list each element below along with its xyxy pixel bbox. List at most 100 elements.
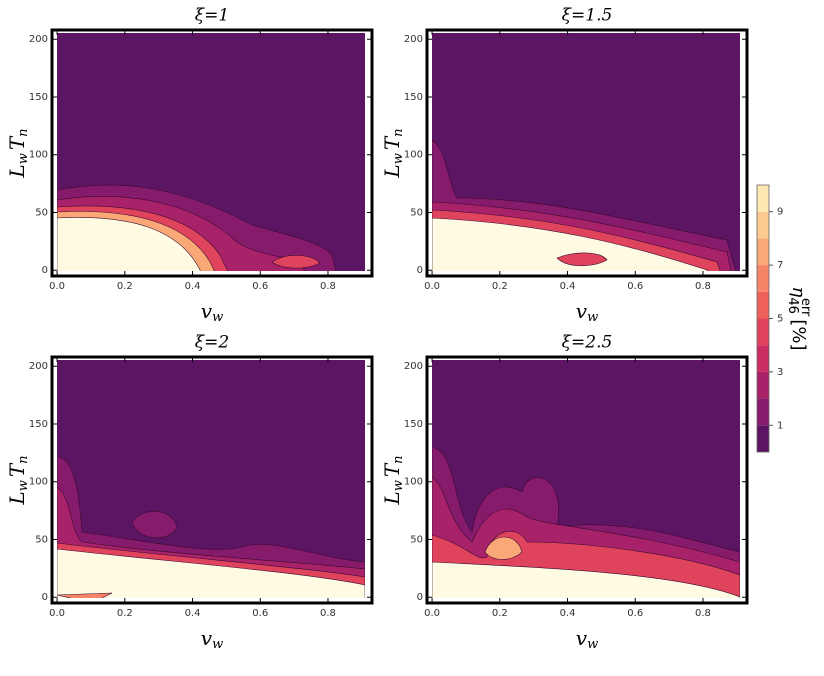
y-label-b-sub: n — [391, 128, 406, 136]
colorbar-band — [757, 318, 769, 346]
colorbar-band — [757, 371, 769, 399]
contour-fill — [57, 33, 365, 271]
y-label-a-sub: w — [391, 480, 406, 491]
colorbar-label-main: η — [788, 287, 809, 298]
colorbar-label-sup: err — [799, 298, 814, 317]
panel-title: ξ=1.5 — [562, 6, 613, 26]
x-axis-label: vw — [201, 626, 223, 652]
x-tick-label: 0.4 — [185, 281, 201, 292]
x-tick-label: 0.2 — [117, 281, 133, 292]
y-axis-label: LwTn — [380, 455, 406, 505]
y-tick-label: 150 — [404, 419, 423, 430]
y-axis-label: LwTn — [380, 128, 406, 178]
y-tick-label: 150 — [29, 92, 48, 103]
y-tick-label: 200 — [29, 34, 48, 45]
colorbar-tick-label: 3 — [777, 367, 783, 378]
y-tick-label: 50 — [410, 534, 423, 545]
x-label-main: v — [201, 626, 213, 650]
colorbar-label-unit: [%] — [788, 319, 809, 350]
colorbar-band — [757, 291, 769, 319]
y-label-b: T — [5, 135, 29, 150]
x-tick-label: 0.0 — [49, 608, 65, 619]
y-tick-label: 150 — [404, 92, 423, 103]
x-axis-label: vw — [576, 299, 598, 325]
y-label-b: T — [380, 135, 404, 150]
contour-fill — [432, 33, 740, 271]
y-label-b: T — [380, 462, 404, 477]
y-tick-label: 0 — [42, 592, 48, 603]
y-label-b-sub: n — [16, 455, 31, 463]
x-label-sub: w — [587, 310, 598, 325]
x-tick-label: 0.0 — [49, 281, 65, 292]
y-tick-label: 0 — [417, 265, 423, 276]
x-tick-label: 0.2 — [117, 608, 133, 619]
frame — [50, 355, 374, 605]
x-label-sub: w — [587, 637, 598, 652]
panel-title: ξ=2.5 — [562, 333, 613, 353]
x-tick-label: 0.6 — [627, 608, 643, 619]
x-tick-label: 0.6 — [627, 281, 643, 292]
y-tick-label: 150 — [29, 419, 48, 430]
colorbar-tick-label: 5 — [777, 314, 783, 325]
frame — [425, 28, 749, 278]
x-axis-label: vw — [576, 626, 598, 652]
frame — [50, 28, 374, 278]
y-axis-label: LwTn — [5, 455, 31, 505]
colorbar-band — [757, 238, 769, 266]
colorbar-tick-label: 1 — [777, 420, 783, 431]
frame — [425, 355, 749, 605]
y-tick-label: 0 — [42, 265, 48, 276]
x-tick-label: 0.0 — [424, 608, 440, 619]
y-label-b: T — [5, 462, 29, 477]
y-label-a: L — [380, 164, 404, 178]
colorbar-band — [757, 211, 769, 239]
x-tick-label: 0.0 — [424, 281, 440, 292]
x-tick-label: 0.8 — [320, 281, 336, 292]
x-tick-label: 0.4 — [185, 608, 201, 619]
y-label-a-sub: w — [391, 153, 406, 164]
y-tick-label: 100 — [404, 150, 423, 161]
colorbar-label-sub: 46 — [786, 297, 801, 314]
x-tick-label: 0.6 — [252, 281, 268, 292]
y-tick-label: 200 — [404, 34, 423, 45]
colorbar-label: η46err [%] — [786, 287, 814, 351]
y-label-a-sub: w — [16, 153, 31, 164]
y-tick-label: 100 — [404, 477, 423, 488]
y-tick-label: 50 — [35, 207, 48, 218]
y-label-b-sub: n — [391, 455, 406, 463]
y-tick-label: 200 — [404, 361, 423, 372]
y-label-a: L — [380, 491, 404, 505]
colorbar-band — [757, 398, 769, 426]
x-tick-label: 0.8 — [695, 281, 711, 292]
x-tick-label: 0.4 — [560, 608, 576, 619]
x-label-main: v — [576, 626, 588, 650]
x-label-main: v — [201, 299, 213, 323]
y-tick-label: 100 — [29, 477, 48, 488]
y-tick-label: 0 — [417, 592, 423, 603]
x-tick-label: 0.4 — [560, 281, 576, 292]
y-label-b-sub: n — [16, 128, 31, 136]
x-label-sub: w — [212, 310, 223, 325]
panel-title: ξ=1 — [195, 6, 229, 26]
colorbar-band — [757, 345, 769, 372]
x-label-sub: w — [212, 637, 223, 652]
x-tick-label: 0.2 — [492, 608, 508, 619]
x-tick-label: 0.6 — [252, 608, 268, 619]
x-tick-label: 0.8 — [320, 608, 336, 619]
x-axis-label: vw — [201, 299, 223, 325]
colorbar-band — [757, 425, 769, 452]
colorbar-band — [757, 185, 769, 212]
y-label-a-sub: w — [16, 480, 31, 491]
colorbar-tick-label: 7 — [777, 260, 783, 271]
y-tick-label: 100 — [29, 150, 48, 161]
panel-title: ξ=2 — [195, 333, 229, 353]
contour-fill — [57, 360, 365, 598]
y-tick-label: 50 — [410, 207, 423, 218]
y-axis-label: LwTn — [5, 128, 31, 178]
x-label-main: v — [576, 299, 588, 323]
